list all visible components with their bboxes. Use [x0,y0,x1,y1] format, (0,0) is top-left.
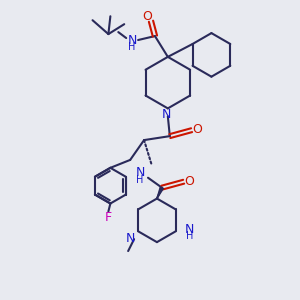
Polygon shape [157,187,164,199]
Text: H: H [128,42,136,52]
Text: O: O [193,123,202,136]
Text: N: N [125,232,135,245]
Text: O: O [142,10,152,23]
Text: N: N [128,34,137,46]
Text: N: N [185,223,194,236]
Text: H: H [136,175,144,185]
Text: F: F [105,211,112,224]
Text: O: O [185,175,195,188]
Text: H: H [186,231,194,241]
Text: N: N [135,166,145,179]
Text: N: N [162,108,172,121]
